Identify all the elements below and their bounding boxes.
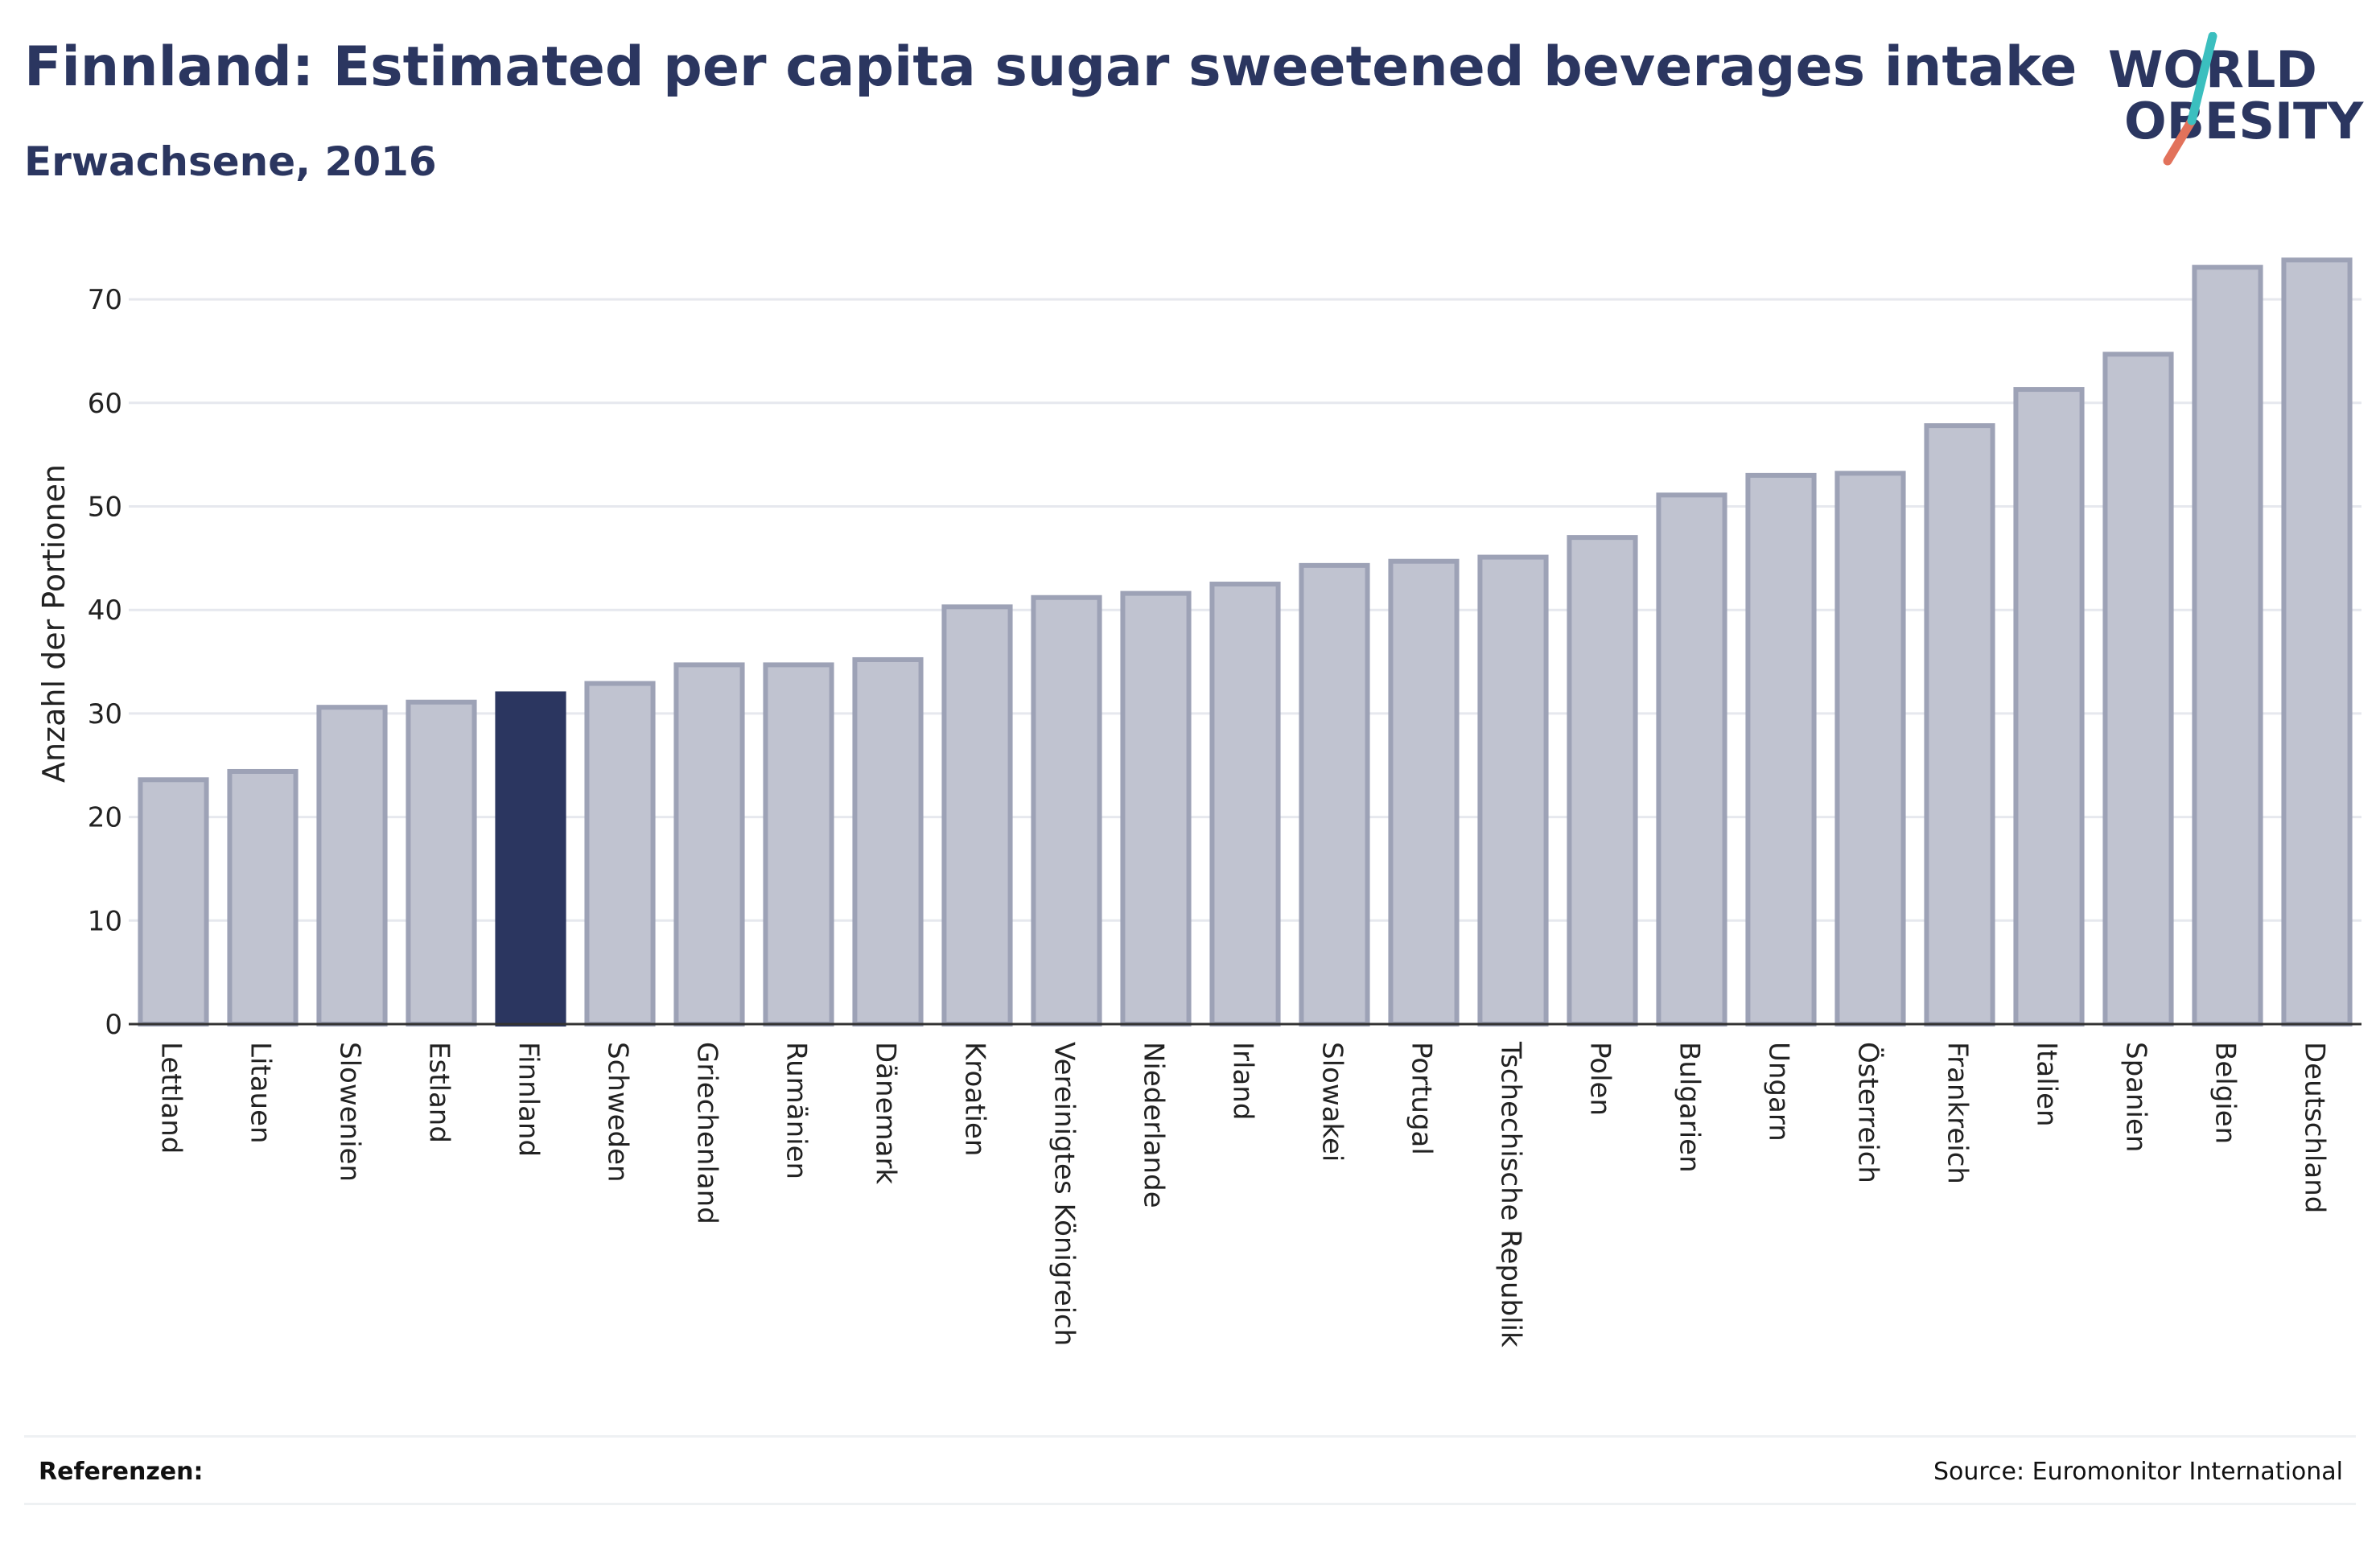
x-tick-label: Spanien (2120, 1042, 2152, 1152)
logo-slash-teal (2187, 32, 2217, 125)
bar-portugal (1388, 558, 1460, 1027)
logo-line2: OBESITY (2124, 92, 2364, 150)
chart-title: Finnland: Estimated per capita sugar swe… (24, 35, 2077, 99)
x-tick-label: Rumänien (780, 1042, 813, 1179)
y-axis-title: Anzahl der Portionen (36, 464, 72, 783)
bar-finnland (495, 691, 566, 1027)
x-tick-label: Frankreich (1941, 1042, 1974, 1184)
bar-rumänien (763, 662, 834, 1027)
chart-subtitle: Erwachsene, 2016 (24, 138, 437, 185)
bar-schweden (584, 681, 656, 1027)
y-tick-label: 40 (88, 595, 122, 627)
bar-belgien (2192, 265, 2263, 1027)
bar-bulgarien (1656, 492, 1727, 1027)
bar-spanien (2102, 352, 2174, 1027)
x-tick-label: Österreich (1852, 1042, 1885, 1183)
x-tick-label: Bulgarien (1674, 1042, 1706, 1173)
bars (138, 257, 2353, 1027)
y-tick-label: 30 (88, 698, 122, 730)
bar-kroatien (941, 604, 1013, 1027)
bar-tschechische-republik (1477, 554, 1549, 1027)
logo-slash-red (2163, 116, 2197, 166)
bar-frankreich (1924, 423, 1995, 1027)
y-tick-label: 0 (105, 1009, 122, 1041)
bar-italien (2013, 387, 2085, 1027)
x-tick-label: Kroatien (959, 1042, 991, 1156)
x-tick-label: Irland (1227, 1042, 1259, 1120)
bar-irland (1209, 582, 1281, 1027)
bar-estland (406, 699, 477, 1027)
y-tick-label: 60 (88, 388, 122, 420)
y-tick-label: 10 (88, 905, 122, 937)
x-tick-label: Italien (2031, 1042, 2063, 1127)
x-tick-label: Vereinigtes Königreich (1048, 1042, 1081, 1346)
bar-polen (1567, 535, 1638, 1027)
x-tick-label: Polen (1584, 1042, 1616, 1116)
x-tick-label: Niederlande (1138, 1042, 1170, 1208)
x-tick-label: Griechenland (691, 1042, 723, 1224)
footer-divider-top (24, 1435, 2356, 1438)
x-tick-label: Finnland (513, 1042, 545, 1157)
x-tick-label: Tschechische Republik (1495, 1041, 1527, 1347)
x-tick-label: Deutschland (2299, 1042, 2331, 1213)
x-axis-labels: Lettland Litauen Slowenien Estland Finnland S… (155, 1041, 2331, 1347)
bar-deutschland (2281, 257, 2353, 1027)
bar-dänemark (852, 656, 924, 1027)
bar-niederlande (1120, 590, 1192, 1027)
x-tick-label: Estland (423, 1042, 455, 1143)
y-tick-label: 20 (88, 802, 122, 834)
y-tick-label: 70 (88, 284, 122, 316)
footer-divider-bottom (24, 1503, 2356, 1505)
x-tick-label: Litauen (245, 1042, 277, 1144)
bar-lettland (138, 777, 209, 1027)
bar-griechenland (673, 662, 745, 1027)
bar-ungarn (1745, 472, 1817, 1027)
bar-österreich (1834, 471, 1906, 1027)
x-tick-label: Schweden (602, 1042, 634, 1183)
bar-litauen (227, 768, 299, 1027)
x-tick-label: Ungarn (1763, 1042, 1795, 1142)
bar-chart: 0 10 20 30 40 50 60 70 Lettland Litauen Slowenien… (36, 257, 2361, 1347)
bar-slowakei (1299, 562, 1370, 1027)
source-note: Source: Euromonitor International (1933, 1458, 2343, 1486)
x-tick-label: Portugal (1406, 1042, 1438, 1155)
y-axis-ticks: 0 10 20 30 40 50 60 70 (88, 284, 122, 1041)
bar-vereinigtes-königreich (1031, 595, 1102, 1027)
world-obesity-logo: WORLD OBESITY (2108, 32, 2364, 166)
references-label: Referenzen: (39, 1458, 204, 1486)
x-tick-label: Lettland (155, 1042, 187, 1154)
x-tick-label: Belgien (2209, 1042, 2242, 1144)
x-tick-label: Dänemark (870, 1042, 902, 1184)
x-tick-label: Slowakei (1316, 1042, 1349, 1162)
bar-slowenien (316, 705, 388, 1027)
y-tick-label: 50 (88, 492, 122, 524)
x-tick-label: Slowenien (334, 1042, 366, 1182)
